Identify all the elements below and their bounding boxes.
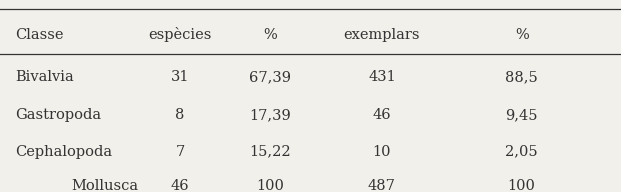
Text: 88,5: 88,5	[505, 70, 538, 84]
Text: 17,39: 17,39	[249, 108, 291, 122]
Text: 100: 100	[256, 179, 284, 192]
Text: Mollusca: Mollusca	[71, 179, 138, 192]
Text: 46: 46	[171, 179, 189, 192]
Text: 100: 100	[508, 179, 535, 192]
Text: 487: 487	[368, 179, 396, 192]
Text: Gastropoda: Gastropoda	[16, 108, 102, 122]
Text: Cephalopoda: Cephalopoda	[16, 145, 112, 159]
Text: 15,22: 15,22	[249, 145, 291, 159]
Text: Classe: Classe	[16, 28, 64, 41]
Text: 10: 10	[373, 145, 391, 159]
Text: 31: 31	[171, 70, 189, 84]
Text: 8: 8	[175, 108, 185, 122]
Text: 46: 46	[373, 108, 391, 122]
Text: Bivalvia: Bivalvia	[16, 70, 75, 84]
Text: %: %	[263, 28, 277, 41]
Text: 9,45: 9,45	[505, 108, 538, 122]
Text: 2,05: 2,05	[505, 145, 538, 159]
Text: espècies: espècies	[148, 27, 212, 42]
Text: exemplars: exemplars	[343, 28, 420, 41]
Text: 7: 7	[176, 145, 184, 159]
Text: 67,39: 67,39	[249, 70, 291, 84]
Text: 431: 431	[368, 70, 396, 84]
Text: %: %	[515, 28, 528, 41]
